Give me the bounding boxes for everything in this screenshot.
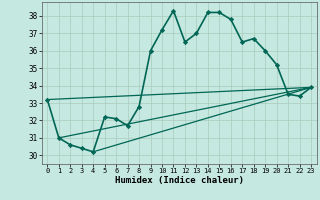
- X-axis label: Humidex (Indice chaleur): Humidex (Indice chaleur): [115, 176, 244, 185]
